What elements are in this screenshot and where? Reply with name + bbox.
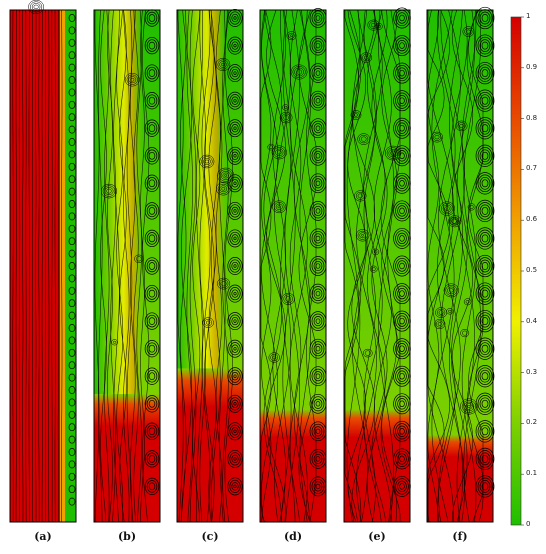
colorbar-tick-label: 0.1 [526, 469, 537, 477]
panel-label-b: (b) [107, 530, 147, 543]
colorbar-tick-label: 0.9 [526, 63, 537, 71]
colorbar-tick-label: 0.3 [526, 368, 537, 376]
colorbar-layer [511, 17, 524, 525]
colorbar-tick-label: 1 [526, 12, 530, 20]
vortex-ring [34, 5, 38, 9]
wall-band [64, 10, 76, 522]
panel-label-c: (c) [190, 530, 230, 543]
transition-band [60, 10, 65, 522]
contour-panel-f [427, 7, 494, 522]
contour-panel-a [10, 0, 76, 522]
contour-panel-d [260, 9, 326, 523]
panel-label-f: (f) [440, 530, 480, 543]
contour-panel-c [177, 9, 243, 522]
colorbar-tick-label: 0.6 [526, 215, 537, 223]
contour-panel-e [344, 8, 410, 522]
vortex-ring [32, 3, 40, 10]
colorbar-tick-label: 0 [526, 520, 530, 528]
colorbar-tick-label: 0.2 [526, 418, 537, 426]
panels-layer [10, 0, 494, 522]
colorbar-tick-label: 0.5 [526, 266, 537, 274]
panel-label-a: (a) [23, 530, 63, 543]
colorbar [511, 17, 521, 525]
contour-panel-b [94, 10, 160, 522]
colorbar-tick-label: 0.8 [526, 114, 537, 122]
colorbar-tick-label: 0.4 [526, 317, 537, 325]
colorbar-tick-label: 0.7 [526, 164, 537, 172]
panel-label-e: (e) [357, 530, 397, 543]
panel-label-d: (d) [273, 530, 313, 543]
